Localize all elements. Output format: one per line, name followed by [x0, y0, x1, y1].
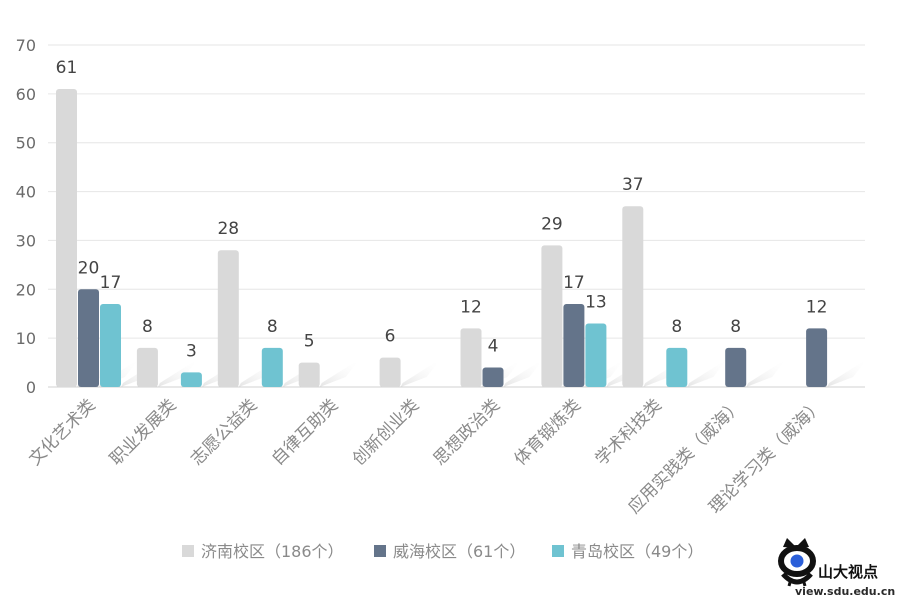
bar [585, 323, 607, 387]
bar [56, 88, 77, 387]
data-label: 8 [730, 317, 741, 337]
x-tick-label: 思想政治类 [430, 395, 504, 469]
watermark: 山大视点 view.sdu.edu.cn [778, 538, 895, 598]
bar [78, 289, 99, 387]
gridlines [48, 44, 865, 388]
x-tick-label: 志愿公益类 [187, 395, 261, 469]
data-label: 28 [217, 219, 239, 239]
bar [482, 367, 504, 387]
y-axis-ticks: 0 10 20 30 40 50 60 70 [16, 36, 36, 397]
x-tick-label: 职业发展类 [106, 395, 180, 469]
bar [261, 347, 283, 387]
bars [56, 88, 828, 387]
data-label: 5 [304, 332, 315, 352]
bar [725, 347, 747, 387]
bar [379, 357, 401, 387]
x-tick-label: 学术科技类 [592, 395, 666, 469]
y-tick-label: 40 [16, 183, 36, 202]
x-tick-label: 文化艺术类 [25, 395, 99, 469]
bar [622, 206, 644, 387]
data-label: 6 [385, 327, 396, 347]
x-tick-label: 体育锻炼类 [511, 395, 585, 469]
data-label: 12 [460, 297, 482, 317]
data-label: 8 [142, 317, 153, 337]
bar [100, 303, 121, 387]
bar [180, 372, 202, 387]
legend-label: 威海校区（61个） [393, 542, 525, 561]
y-tick-label: 60 [16, 85, 36, 104]
watermark-url: view.sdu.edu.cn [795, 585, 895, 598]
bar-shadow [157, 359, 198, 387]
bar-shadow [687, 359, 728, 387]
bar-shadow [827, 359, 868, 387]
bar-shadow [503, 359, 544, 387]
bar [217, 250, 239, 387]
x-tick-label: 自律互助类 [268, 395, 342, 469]
legend-label: 济南校区（186个） [201, 542, 344, 561]
watermark-brand: 山大视点 [818, 563, 878, 581]
legend: 济南校区（186个） 威海校区（61个） 青岛校区（49个） [182, 542, 703, 561]
x-axis-ticks: 文化艺术类 职业发展类 志愿公益类 自律互助类 创新创业类 思想政治类 体育锻炼类 学术科技类… [25, 395, 827, 517]
bar-shadow [319, 359, 360, 387]
data-label: 37 [622, 175, 644, 195]
data-label: 3 [186, 341, 197, 361]
bar-shadow [746, 359, 787, 387]
legend-swatch [182, 545, 194, 557]
legend-label: 青岛校区（49个） [571, 542, 703, 561]
data-label: 4 [488, 336, 499, 356]
bar-shadow [400, 359, 441, 387]
bar [806, 328, 828, 387]
y-tick-label: 70 [16, 36, 36, 55]
y-tick-label: 50 [16, 134, 36, 153]
legend-swatch [552, 545, 564, 557]
data-label: 8 [671, 317, 682, 337]
data-label: 17 [563, 273, 585, 293]
bar [541, 245, 563, 387]
sdu-logo-icon [778, 538, 816, 587]
bar [298, 362, 320, 387]
x-tick-label: 创新创业类 [349, 395, 423, 469]
legend-swatch [374, 545, 386, 557]
data-label: 20 [78, 258, 100, 278]
y-tick-label: 10 [16, 329, 36, 348]
y-tick-label: 20 [16, 280, 36, 299]
data-label: 8 [267, 317, 278, 337]
data-label: 61 [56, 58, 78, 78]
y-tick-label: 30 [16, 231, 36, 250]
data-label: 13 [585, 292, 607, 312]
y-tick-label: 0 [26, 378, 36, 397]
bar [563, 303, 585, 387]
bar [136, 347, 158, 387]
data-label: 29 [541, 214, 563, 234]
data-label: 17 [100, 273, 122, 293]
data-label: 12 [806, 297, 828, 317]
bar [666, 347, 688, 387]
bar [460, 328, 482, 387]
